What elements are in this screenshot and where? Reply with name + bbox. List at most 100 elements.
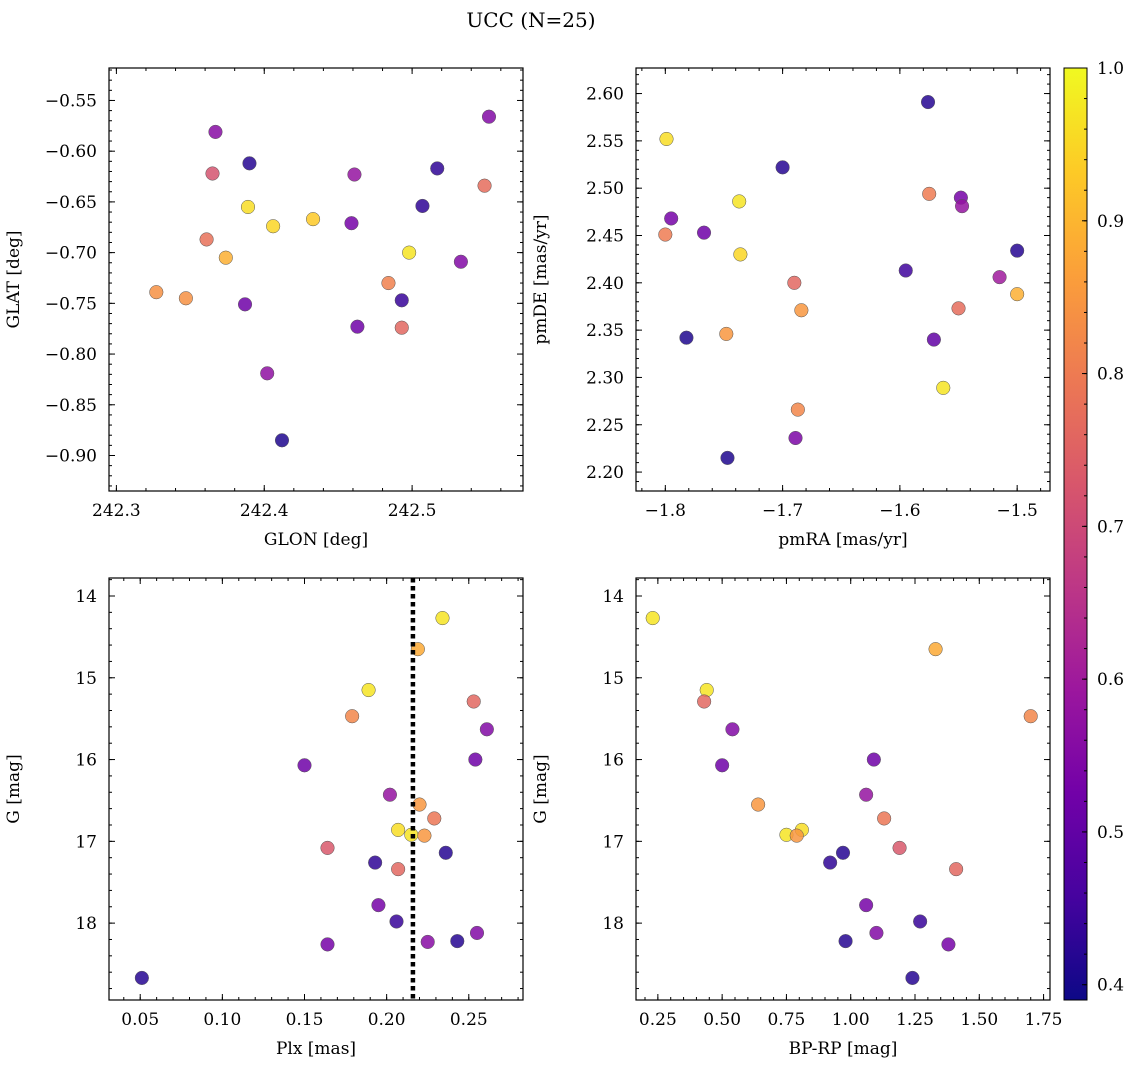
- scatter-point: [1023, 709, 1038, 724]
- scatter-point: [242, 156, 257, 171]
- scatter-point: [790, 402, 805, 417]
- scatter-point: [922, 186, 937, 201]
- x-axis-label: Plx [mas]: [276, 1039, 356, 1059]
- x-tick-label: −1.8: [645, 501, 686, 521]
- x-tick-label: 1.50: [960, 1010, 998, 1030]
- scatter-point: [789, 828, 804, 843]
- y-tick-label: −0.70: [45, 244, 97, 264]
- scatter-point: [719, 326, 734, 341]
- colorbar-tick-label: 0.9: [1097, 212, 1124, 232]
- y-tick-label: −0.90: [45, 446, 97, 466]
- scatter-point: [240, 199, 256, 215]
- scatter-point: [877, 811, 892, 826]
- scatter-point: [869, 925, 884, 940]
- y-tick-label: 2.50: [586, 179, 624, 199]
- scatter-point: [954, 199, 970, 214]
- panel-plx-g: 0.05 0.10 0.15 0.20 0.25 14 15 16 17 18 Plx [mas] G…: [4, 577, 524, 1059]
- scatter-point: [732, 194, 747, 209]
- x-tick-label: −1.6: [879, 501, 920, 521]
- y-tick-label: 2.45: [586, 226, 624, 246]
- scatter-point: [733, 247, 748, 262]
- colorbar-tick-label: 0.4: [1097, 976, 1124, 996]
- scatter-point: [697, 694, 712, 709]
- scatter-point: [913, 914, 928, 929]
- scatter-point: [859, 898, 874, 913]
- scatter-point: [481, 109, 497, 124]
- y-tick-label: 2.25: [586, 416, 624, 436]
- scatter-point: [823, 855, 838, 870]
- y-tick-label: 15: [602, 669, 624, 689]
- scatter-point: [350, 319, 365, 334]
- panels: 242.3 242.4 242.5 −0.55 −0.60 −0.65 −0.70 −0.75…: [4, 67, 1063, 1059]
- scatter-point: [389, 914, 404, 929]
- scatter-point: [1010, 243, 1025, 258]
- scatter-point: [892, 840, 907, 855]
- scatter-point: [928, 642, 943, 657]
- scatter-point: [835, 845, 851, 860]
- scatter-point: [415, 198, 430, 214]
- colorbar: 0.4 0.5 0.6 0.7 0.8 0.9 1.0: [1063, 59, 1124, 1001]
- scatter-point: [178, 291, 193, 306]
- panel-bprp-g: 0.25 0.50 0.75 1.00 1.25 1.50 1.75 14 15 16 17 18 BP…: [531, 577, 1063, 1059]
- scatter-point: [417, 828, 432, 843]
- scatter-point: [905, 970, 920, 985]
- y-tick-label: 14: [602, 587, 624, 607]
- y-tick-label: 14: [75, 587, 97, 607]
- scatter-point: [466, 694, 481, 709]
- axes-frame: [108, 67, 524, 492]
- y-tick-label: 16: [602, 751, 624, 771]
- x-tick-label: 242.5: [388, 501, 437, 521]
- scatter-point: [274, 433, 290, 448]
- y-tick-label: −0.85: [45, 396, 97, 416]
- x-tick-label: 0.15: [286, 1010, 324, 1030]
- scatter-point: [859, 787, 874, 802]
- colorbar-tick-label: 0.6: [1097, 670, 1124, 690]
- y-tick-label: 2.30: [586, 368, 624, 388]
- scatter-point: [347, 167, 362, 182]
- y-axis-label: GLAT [deg]: [4, 230, 24, 328]
- y-tick-label: −0.75: [45, 294, 97, 314]
- scatter-point: [344, 216, 359, 231]
- colorbar-gradient: [1063, 67, 1088, 1001]
- scatter-point: [920, 95, 936, 110]
- x-tick-label: 0.05: [121, 1010, 159, 1030]
- x-tick-label: −1.5: [997, 501, 1038, 521]
- y-tick-label: 2.20: [586, 463, 624, 483]
- scatter-point: [898, 263, 913, 278]
- scatter-point: [992, 270, 1007, 285]
- scatter-points: [149, 109, 497, 448]
- x-axis-label: BP-RP [mag]: [789, 1039, 898, 1059]
- x-tick-label: 0.25: [639, 1010, 677, 1030]
- scatter-point: [297, 758, 312, 773]
- panel-pmra-pmde: −1.8 −1.7 −1.6 −1.5 2.20 2.25 2.30 2.35 2.40 2.45…: [531, 67, 1051, 550]
- scatter-point: [208, 124, 223, 139]
- y-tick-label: 18: [75, 914, 97, 934]
- scatter-point: [205, 166, 220, 181]
- scatter-point: [751, 797, 766, 812]
- scatter-point: [838, 934, 853, 949]
- scatter-points: [645, 611, 1038, 985]
- scatter-point: [787, 275, 802, 290]
- scatter-point: [936, 380, 951, 395]
- scatter-point: [435, 611, 450, 626]
- scatter-point: [149, 285, 164, 300]
- scatter-point: [345, 709, 360, 724]
- x-tick-label: 0.10: [203, 1010, 241, 1030]
- scatter-point: [361, 682, 376, 698]
- scatter-point: [1010, 287, 1025, 302]
- scatter-point: [664, 211, 679, 226]
- scatter-point: [788, 430, 803, 446]
- scatter-point: [453, 254, 468, 269]
- scatter-point: [430, 161, 445, 176]
- colorbar-tick-label: 0.8: [1097, 365, 1124, 385]
- scatter-point: [645, 611, 660, 626]
- scatter-point: [659, 131, 674, 147]
- x-tick-label: −1.7: [762, 501, 803, 521]
- y-tick-label: 17: [75, 832, 97, 852]
- axes-frame: [635, 577, 1051, 1001]
- y-tick-label: 2.55: [586, 132, 624, 152]
- axes-frame: [635, 67, 1051, 492]
- y-tick-label: −0.55: [45, 91, 97, 111]
- scatter-point: [951, 301, 966, 316]
